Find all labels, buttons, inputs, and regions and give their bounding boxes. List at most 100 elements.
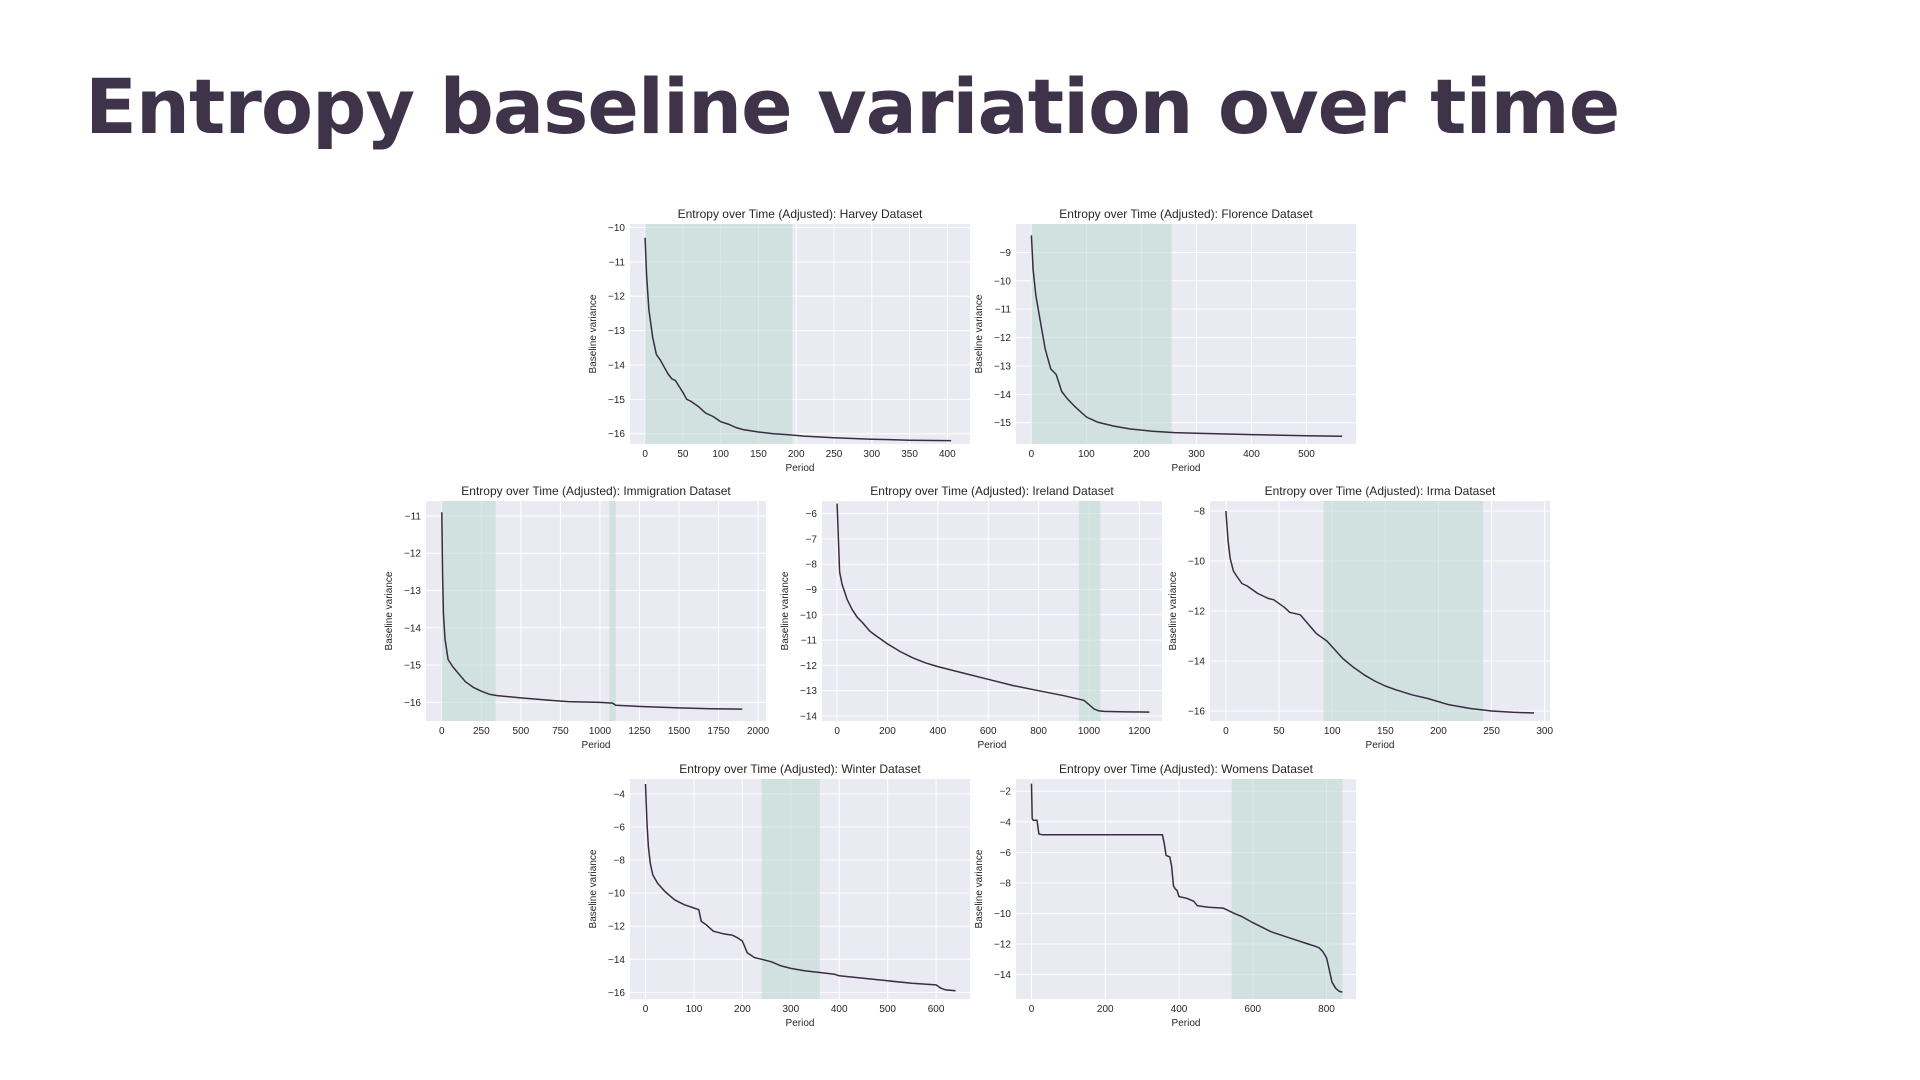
x-axis-label: Period [786, 463, 815, 474]
x-tick-label: 200 [788, 449, 805, 460]
y-tick-label: −6 [1000, 848, 1012, 859]
y-tick-label: −14 [608, 360, 625, 371]
chart-immigration: 0 250 500 750 1000 1250 1500 1750 2000 −11 −12 −13 −… [384, 484, 770, 751]
y-tick-label: −15 [404, 661, 421, 672]
y-axis-label: Baseline variance [780, 571, 791, 650]
y-tick-label: −11 [801, 636, 818, 647]
chart-title: Entropy over Time (Adjusted): Immigratio… [461, 484, 731, 498]
x-tick-label: 1000 [1078, 726, 1101, 737]
y-tick-label: −10 [1188, 557, 1205, 568]
chart-title: Entropy over Time (Adjusted): Harvey Dat… [678, 207, 923, 221]
x-tick-label: 1200 [1128, 726, 1151, 737]
x-tick-label: 400 [1171, 1004, 1188, 1015]
x-tick-label: 0 [1223, 726, 1229, 737]
x-tick-label: 400 [930, 726, 947, 737]
entropy-line [644, 237, 952, 442]
x-tick-label: 800 [1030, 726, 1047, 737]
y-tick-label: −13 [404, 586, 421, 597]
entropy-line [441, 512, 743, 710]
x-tick-label: 150 [1377, 726, 1394, 737]
x-axis-label: Period [582, 740, 611, 751]
x-tick-label: 750 [552, 726, 569, 737]
y-tick-label: −16 [404, 698, 421, 709]
x-tick-label: 500 [879, 1004, 896, 1015]
x-tick-label: 100 [712, 449, 729, 460]
y-tick-label: −15 [994, 418, 1011, 429]
x-tick-label: 400 [1243, 449, 1260, 460]
shaded-region [441, 501, 496, 721]
y-tick-label: −7 [806, 534, 818, 545]
x-tick-label: 200 [1097, 1004, 1114, 1015]
y-axis-label: Baseline variance [384, 571, 395, 650]
y-tick-label: −12 [1188, 607, 1205, 618]
y-tick-label: −8 [806, 560, 818, 571]
x-tick-label: 250 [826, 449, 843, 460]
x-tick-label: 300 [1536, 726, 1553, 737]
x-tick-label: 300 [1188, 449, 1205, 460]
x-tick-label: 400 [939, 449, 956, 460]
y-tick-label: −8 [1000, 878, 1012, 889]
y-tick-label: −9 [1000, 248, 1012, 259]
x-axis-label: Period [786, 1018, 815, 1029]
x-tick-label: 500 [1298, 449, 1315, 460]
y-tick-label: −4 [1000, 817, 1012, 828]
y-axis-label: Baseline variance [588, 849, 599, 928]
x-tick-label: 500 [513, 726, 530, 737]
y-tick-label: −10 [994, 909, 1011, 920]
entropy-line [1030, 783, 1343, 993]
chart-irma: 0 50 100 150 200 250 300 −8 −10 −12 −14 −16 Entropy … [1168, 484, 1553, 751]
y-tick-label: −12 [800, 661, 817, 672]
y-tick-label: −12 [608, 922, 625, 933]
y-tick-label: −11 [609, 257, 626, 268]
y-tick-label: −8 [1194, 507, 1206, 518]
y-tick-label: −8 [614, 856, 626, 867]
chart-title: Entropy over Time (Adjusted): Florence D… [1059, 207, 1313, 221]
y-axis-label: Baseline variance [1168, 571, 1179, 650]
x-tick-label: 250 [473, 726, 490, 737]
y-tick-label: −12 [994, 940, 1011, 951]
chart-harvey: 0 50 100 150 200 250 300 350 400 −10 −11 −12 −13 −14 −… [588, 207, 970, 474]
x-tick-label: 600 [980, 726, 997, 737]
x-tick-label: 350 [901, 449, 918, 460]
x-axis-label: Period [1172, 1018, 1201, 1029]
x-tick-label: 0 [1029, 1004, 1035, 1015]
x-tick-label: 200 [734, 1004, 751, 1015]
y-tick-label: −10 [800, 610, 817, 621]
x-tick-label: 100 [1078, 449, 1095, 460]
x-tick-label: 150 [750, 449, 767, 460]
x-tick-label: 1500 [668, 726, 691, 737]
x-tick-label: 600 [1244, 1004, 1261, 1015]
x-axis-label: Period [1172, 463, 1201, 474]
x-tick-label: 250 [1483, 726, 1500, 737]
chart-title: Entropy over Time (Adjusted): Winter Dat… [679, 762, 921, 776]
y-tick-label: −15 [608, 395, 625, 406]
x-axis-label: Period [978, 740, 1007, 751]
x-tick-label: 0 [834, 726, 840, 737]
y-tick-label: −11 [995, 305, 1012, 316]
y-tick-label: −13 [608, 326, 625, 337]
y-tick-label: −11 [405, 511, 422, 522]
y-tick-label: −14 [994, 970, 1011, 981]
y-tick-label: −12 [608, 292, 625, 303]
y-tick-label: −10 [608, 223, 625, 234]
y-tick-label: −10 [994, 276, 1011, 287]
x-tick-label: 0 [642, 449, 648, 460]
x-tick-label: 300 [782, 1004, 799, 1015]
chart-title: Entropy over Time (Adjusted): Womens Dat… [1059, 762, 1314, 776]
y-tick-label: −4 [614, 789, 626, 800]
slide-title: Entropy baseline variation over time [85, 62, 1620, 151]
chart-ireland: 0 200 400 600 800 1000 1200 −6 −7 −8 −9 −10 −11 −12 −1… [780, 484, 1162, 751]
y-tick-label: −14 [404, 623, 421, 634]
x-tick-label: 2000 [747, 726, 770, 737]
x-tick-label: 50 [677, 449, 689, 460]
y-axis-label: Baseline variance [974, 849, 985, 928]
y-tick-label: −12 [994, 333, 1011, 344]
y-tick-label: −6 [806, 509, 818, 520]
shaded-region [1031, 224, 1172, 444]
x-tick-label: 0 [643, 1004, 649, 1015]
y-tick-label: −14 [994, 390, 1011, 401]
x-tick-label: 200 [1430, 726, 1447, 737]
y-tick-label: −12 [404, 549, 421, 560]
x-tick-label: 600 [928, 1004, 945, 1015]
y-tick-label: −9 [806, 585, 818, 596]
